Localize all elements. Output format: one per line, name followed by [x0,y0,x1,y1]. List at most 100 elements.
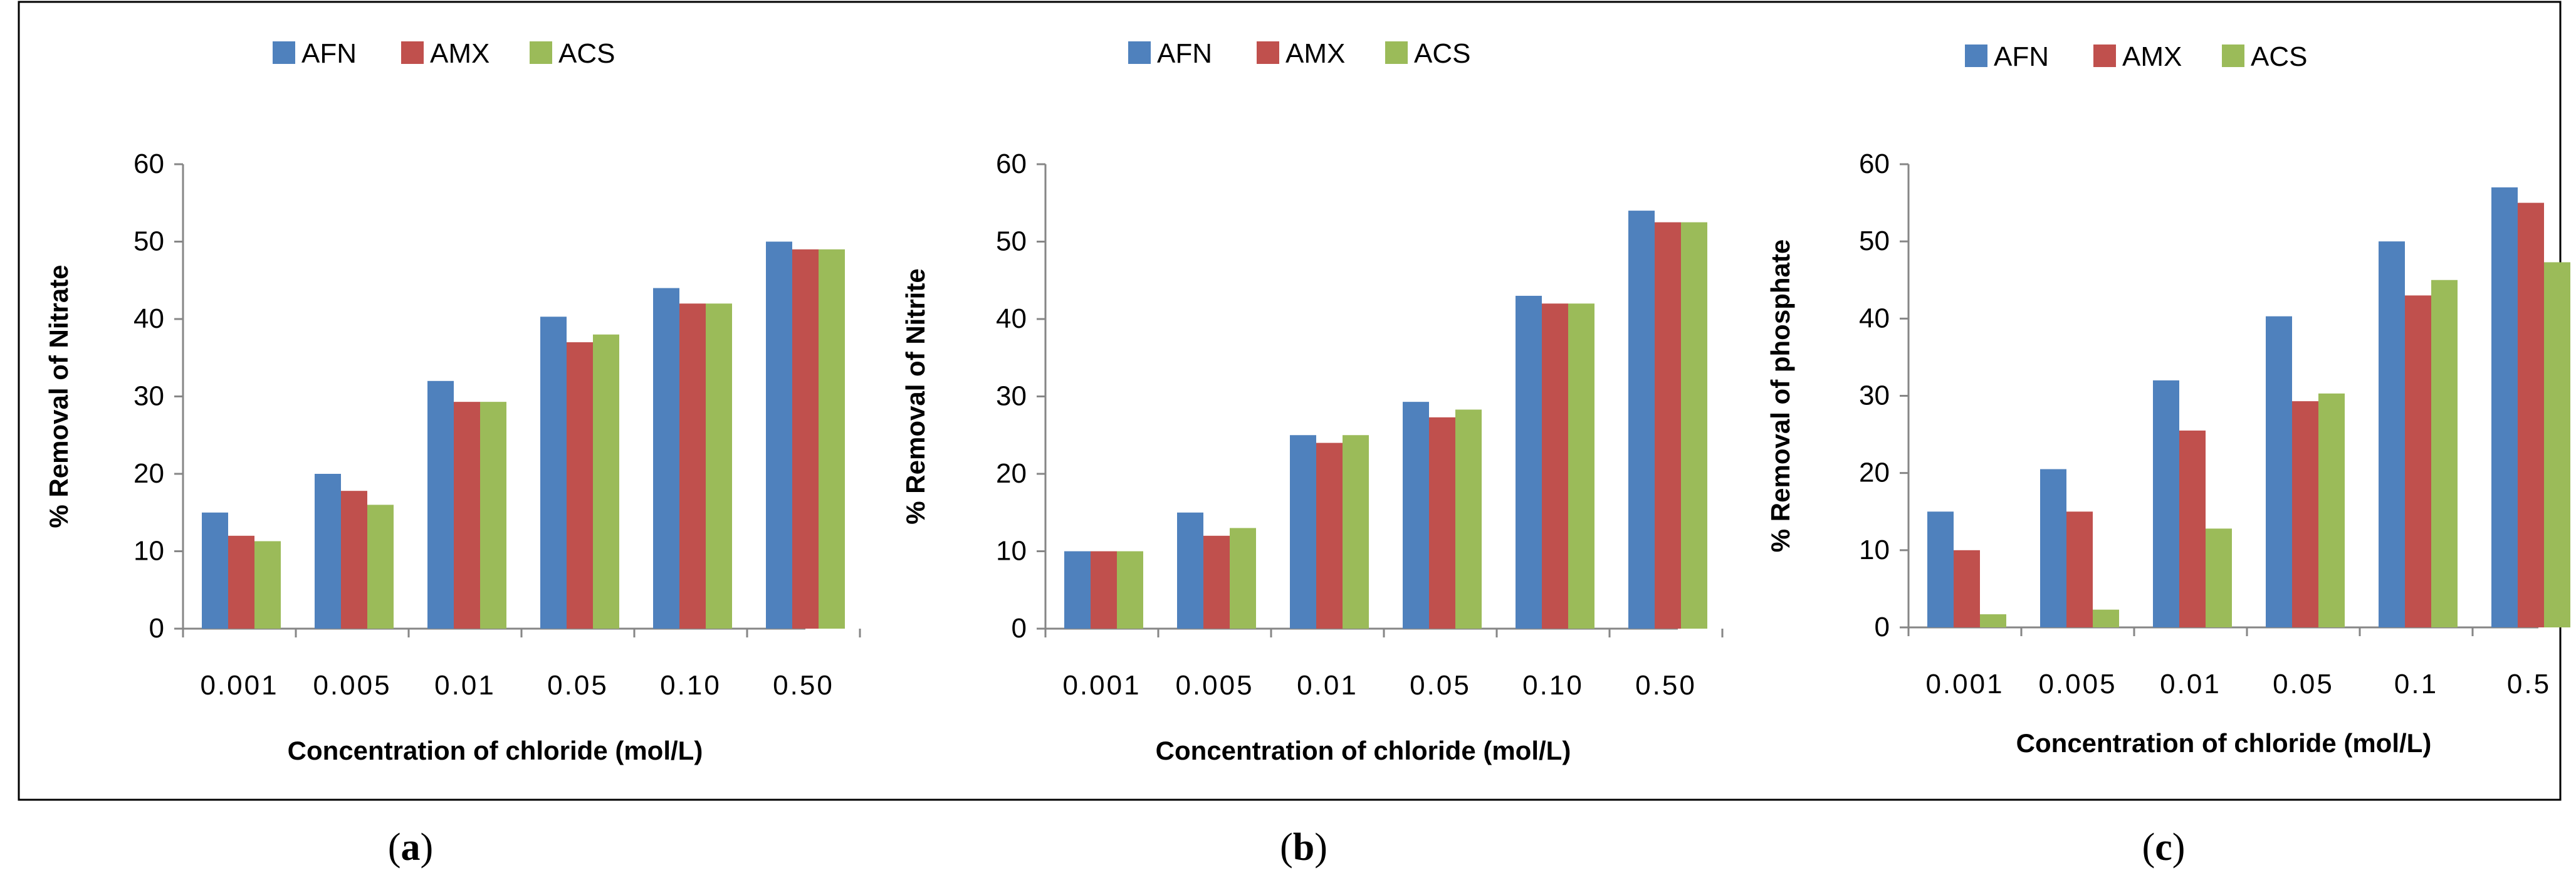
y-tick-label: 10 [1859,535,1890,565]
y-tick-label: 50 [996,226,1027,257]
legend-label-amx: AMX [2122,41,2182,72]
legend-label-amx: AMX [1285,38,1345,69]
y-tick-label: 20 [996,458,1027,489]
legend-swatch-acs [530,41,552,64]
bar-afn-0.01 [427,380,454,629]
y-tick-label: 20 [1859,458,1890,488]
bar-afn-0.10 [1516,295,1542,629]
bar-afn-0.50 [766,241,792,629]
legend-swatch-acs [2222,45,2244,67]
x-tick-label: 0.001 [200,670,278,701]
caption-b: (b) [1280,826,1327,869]
legend-swatch-amx [2093,45,2116,67]
y-tick-label: 0 [1875,612,1890,642]
x-tick-label: 0.005 [313,670,391,701]
caption-a: (a) [388,826,433,869]
y-tick-label: 0 [149,613,164,644]
legend-swatch-afn [1965,45,1987,67]
y-tick-label: 40 [996,303,1027,334]
x-tick-label: 0.05 [2273,669,2334,699]
bar-afn-0.5 [2491,187,2518,627]
x-tick-label: 0.50 [1635,670,1697,701]
x-tick-label: 0.01 [2160,669,2221,699]
bar-afn-0.005 [315,474,341,629]
bar-acs-0.50 [1681,222,1707,629]
y-tick-label: 10 [134,536,164,567]
bar-afn-0.005 [1177,512,1203,629]
x-axis-title: Concentration of chloride (mol/L) [2016,728,2432,758]
bar-amx-0.001 [1954,550,1980,627]
legend-label-afn: AFN [301,38,357,69]
bar-acs-0.10 [706,303,732,629]
bar-afn-0.05 [1403,402,1429,629]
caption-c: (c) [2142,826,2186,869]
legend-label-acs: ACS [1414,38,1470,69]
x-tick-label: 0.005 [2038,669,2117,699]
bar-amx-0.10 [679,303,706,629]
bar-amx-0.001 [1091,551,1117,629]
bar-afn-0.1 [2379,241,2405,628]
bar-amx-0.05 [1429,417,1455,629]
bar-amx-0.005 [1203,535,1230,629]
bar-amx-0.1 [2405,295,2431,628]
x-tick-label: 0.10 [1522,670,1584,701]
y-axis-title: % Removal of Nitrate [44,264,73,528]
bar-amx-0.05 [567,342,593,629]
bar-afn-0.50 [1628,211,1655,629]
legend-swatch-amx [401,41,424,64]
y-tick-label: 40 [1859,303,1890,333]
y-tick-label: 40 [134,303,164,334]
bar-amx-0.05 [2292,401,2318,627]
bar-acs-0.01 [1343,435,1369,629]
y-tick-label: 0 [1012,613,1027,644]
legend-label-afn: AFN [1994,41,2049,72]
bar-acs-0.005 [367,505,394,629]
y-axis-title: % Removal of phosphate [1766,239,1795,552]
chart-panel-c: 0 10 20 30 40 50 60 0.001 0.005 0.01 0.05 0.1 0.5 Con… [1766,41,2570,758]
legend-swatch-acs [1385,41,1408,64]
bar-amx-0.01 [1316,442,1343,629]
y-tick-label: 60 [996,149,1027,179]
chart-panel-b: 0 10 20 30 40 50 60 0.001 0.005 0.01 0.05 0.10 0.50 C… [901,38,1724,765]
legend: AFN AMX ACS [1128,38,1470,69]
bar-afn-0.001 [1064,551,1091,629]
bar-afn-0.10 [653,288,679,629]
y-tick-label: 60 [1859,149,1890,179]
bar-acs-0.05 [593,334,619,629]
y-tick-label: 50 [1859,226,1890,256]
bar-acs-0.10 [1568,303,1594,629]
legend-label-amx: AMX [430,38,490,69]
bar-acs-0.5 [2544,262,2570,628]
x-tick-label: 0.001 [1062,670,1141,701]
legend: AFN AMX ACS [273,38,615,69]
bar-afn-0.001 [202,512,228,629]
bar-afn-0.01 [2153,380,2179,627]
x-tick-label: 0.01 [434,670,496,701]
x-axis-title: Concentration of chloride (mol/L) [1156,736,1571,765]
y-tick-label: 60 [134,149,164,179]
bar-acs-0.001 [254,541,281,629]
y-tick-label: 30 [134,381,164,412]
bar-amx-0.5 [2518,202,2544,627]
bar-amx-0.005 [341,491,367,629]
bar-amx-0.50 [1655,222,1681,629]
x-tick-label: 0.001 [1925,669,2004,699]
bar-acs-0.1 [2431,280,2458,627]
y-tick-label: 20 [134,458,164,489]
bar-acs-0.05 [2318,393,2345,627]
legend-swatch-afn [273,41,295,64]
y-axis-title: % Removal of Nitrite [901,268,930,524]
bar-amx-0.10 [1542,303,1568,629]
figure-captions: (a) (b) (c) [388,826,2186,869]
bar-acs-0.05 [1455,409,1482,629]
y-tick-label: 30 [996,381,1027,412]
bar-acs-0.001 [1117,551,1143,629]
x-tick-label: 0.05 [547,670,609,701]
bar-acs-0.01 [480,402,506,629]
x-tick-label: 0.05 [1410,670,1471,701]
bar-afn-0.05 [2266,316,2292,627]
legend-swatch-amx [1257,41,1279,64]
bar-afn-0.005 [2040,469,2066,627]
bar-amx-0.50 [792,249,819,629]
